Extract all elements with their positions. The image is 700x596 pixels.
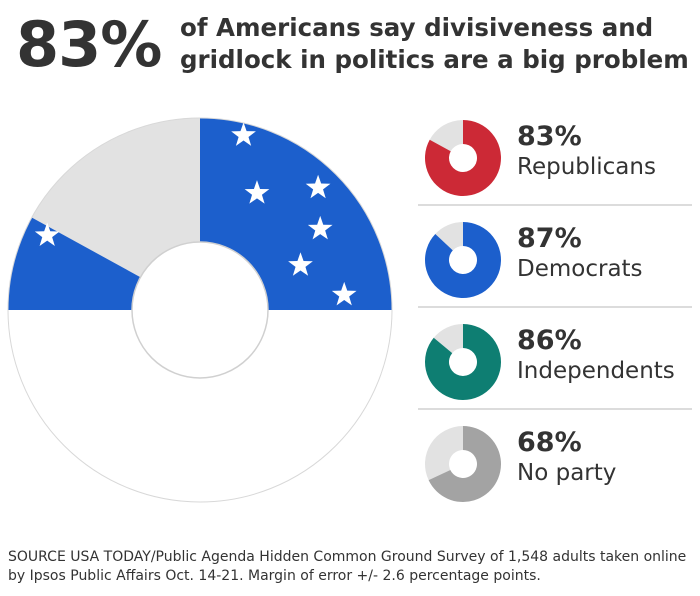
remainder-slice: [429, 120, 463, 152]
flag-ring: [7, 118, 392, 310]
headline: 83% of Americans say divisiveness and gr…: [8, 8, 694, 88]
legend-item-no-party: 68% No party: [418, 410, 692, 510]
no-party-label: No party: [517, 460, 617, 486]
republicans-donut: [425, 120, 501, 196]
independents-label: Independents: [517, 358, 675, 384]
democrats-percent: 87%: [517, 223, 582, 254]
remainder-slice: [7, 118, 200, 310]
no-party-percent: 68%: [517, 427, 582, 458]
flag-star: [331, 281, 357, 306]
republicans-label: Republicans: [517, 154, 656, 180]
party-value-slice: [428, 426, 501, 502]
independents-percent: 86%: [517, 325, 582, 356]
headline-text: of Americans say divisiveness and gridlo…: [180, 13, 689, 74]
flag-star: [307, 215, 333, 240]
democrats-donut: [425, 222, 501, 298]
source-note: SOURCE USA TODAY/Public Agenda Hidden Co…: [8, 549, 687, 584]
headline-percent: 83%: [16, 8, 162, 81]
party-value-slice: [425, 324, 501, 400]
party-value-slice: [425, 120, 501, 196]
independents-donut: [425, 324, 501, 400]
no-party-donut: [425, 426, 501, 502]
flag-star: [244, 180, 270, 204]
donut-hole: [131, 241, 269, 379]
flag-star: [34, 222, 60, 246]
donut-outline: [7, 117, 393, 503]
republicans-percent: 83%: [517, 121, 582, 152]
party-value-slice: [425, 222, 501, 298]
legend-item-democrats: 87% Democrats: [418, 206, 692, 308]
remainder-slice: [435, 222, 463, 251]
party-legend: 83% Republicans 87% Democrats 86% Indepe…: [418, 104, 692, 510]
remainder-slice: [425, 426, 463, 481]
flag-star: [288, 252, 313, 276]
flag-donut-chart: [7, 117, 393, 503]
democrats-label: Democrats: [517, 256, 643, 282]
remainder-slice: [433, 324, 463, 354]
flag-star: [231, 122, 256, 146]
legend-item-republicans: 83% Republicans: [418, 104, 692, 206]
legend-item-independents: 86% Independents: [418, 308, 692, 410]
flag-star: [305, 174, 331, 199]
